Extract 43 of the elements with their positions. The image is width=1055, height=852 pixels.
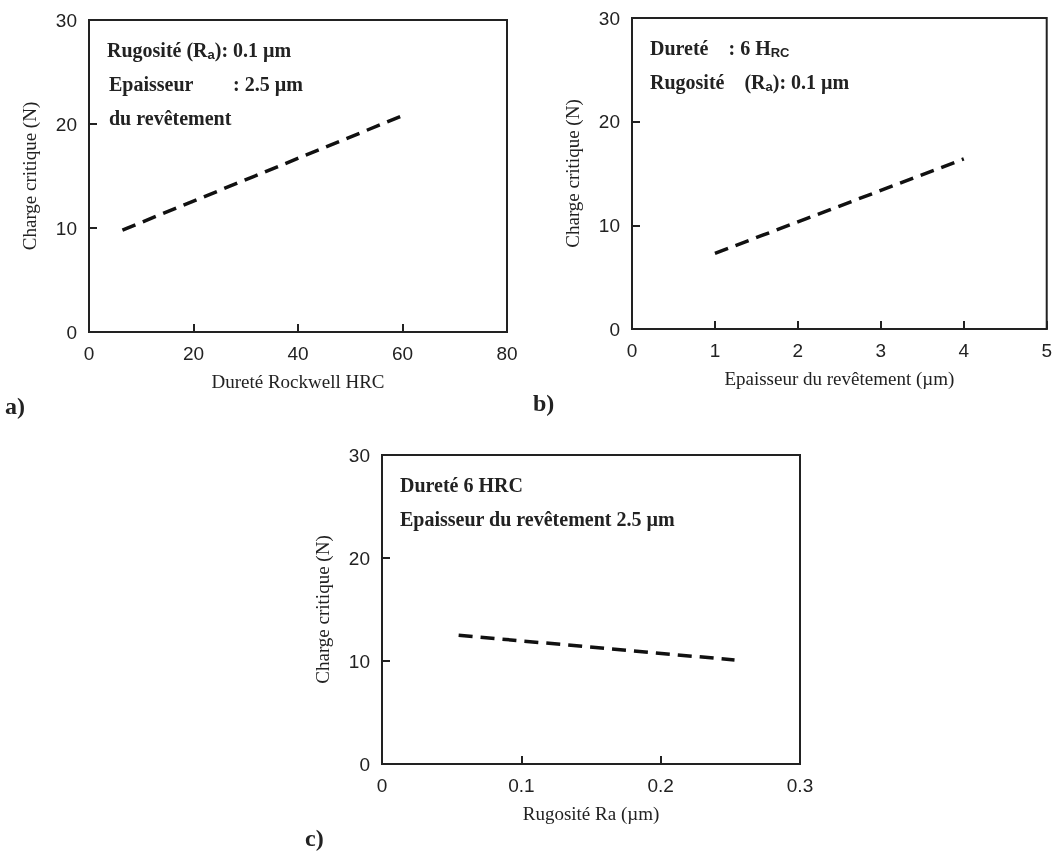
annotation: Epaisseur : 2.5 µm	[109, 73, 304, 96]
x-tick-label: 3	[875, 340, 887, 361]
x-tick-label: 80	[496, 343, 518, 364]
x-tick-label: 2	[792, 340, 804, 361]
y-tick-label: 10	[598, 214, 620, 236]
y-tick-label: 20	[55, 113, 77, 135]
y-tick-label: 10	[348, 650, 370, 672]
annotation: Rugosité (Ra): 0.1 µm	[650, 71, 850, 94]
x-axis-title: Dureté Rockwell HRC	[211, 371, 385, 392]
annotation: Epaisseur du revêtement 2.5 µm	[400, 508, 675, 531]
x-tick-label: 1	[709, 340, 721, 361]
x-tick-label: 0	[376, 775, 388, 796]
x-tick-label: 0.2	[647, 775, 674, 796]
x-tick-label: 0.1	[508, 775, 535, 796]
x-tick-label: 40	[287, 343, 309, 364]
x-tick-label: 0	[83, 343, 95, 364]
y-tick-label: 20	[598, 111, 620, 133]
x-tick-label: 5	[1041, 340, 1053, 361]
y-tick-label: 0	[66, 321, 77, 343]
y-axis-title: Charge critique (N)	[312, 535, 334, 684]
y-tick-label: 10	[55, 217, 77, 239]
y-tick-label: 30	[598, 7, 620, 29]
x-axis-title: Epaisseur du revêtement (µm)	[724, 368, 955, 390]
annotation: Dureté : 6 HRC	[650, 37, 791, 60]
x-tick-label: 0	[626, 340, 638, 361]
annotation: Rugosité (Ra): 0.1 µm	[107, 39, 292, 62]
x-axis-title: Rugosité Ra (µm)	[522, 803, 660, 825]
annotation: du revêtement	[109, 107, 232, 129]
y-axis-title: Charge critique (N)	[19, 101, 41, 251]
text: a)	[5, 393, 25, 419]
text: c)	[305, 825, 324, 851]
annotation: Dureté 6 HRC	[400, 474, 523, 496]
y-tick-label: 0	[359, 753, 370, 775]
y-tick-label: 30	[348, 444, 370, 466]
text: b)	[533, 390, 555, 416]
y-tick-label: 0	[609, 318, 620, 340]
y-axis-title: Charge critique (N)	[562, 99, 584, 248]
y-tick-label: 30	[55, 9, 77, 31]
x-tick-label: 20	[182, 343, 205, 364]
x-tick-label: 0.3	[786, 775, 814, 796]
x-tick-label: 60	[391, 343, 414, 364]
y-tick-label: 20	[348, 547, 370, 569]
x-tick-label: 4	[958, 340, 970, 361]
